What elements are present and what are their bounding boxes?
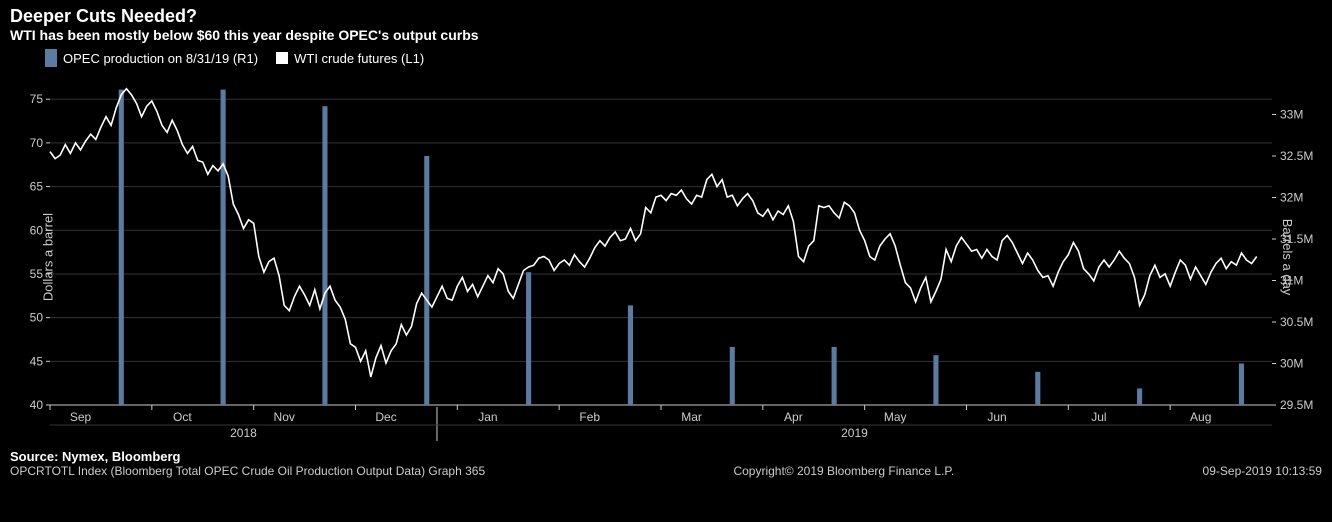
svg-text:32M: 32M: [1280, 191, 1303, 205]
bar-swatch-icon: [45, 49, 57, 67]
source-line: Source: Nymex, Bloomberg: [0, 447, 1332, 464]
svg-text:30.5M: 30.5M: [1280, 315, 1313, 329]
legend-line-label: WTI crude futures (L1): [294, 51, 424, 66]
svg-text:Mar: Mar: [681, 410, 702, 424]
chart-area: Dollars a barrel Barrels a day 404550556…: [10, 67, 1322, 447]
right-axis-label: Barrels a day: [1280, 219, 1295, 296]
legend-item-line: WTI crude futures (L1): [276, 51, 424, 66]
svg-text:40: 40: [30, 398, 44, 412]
svg-text:70: 70: [30, 136, 44, 150]
svg-text:29.5M: 29.5M: [1280, 398, 1313, 412]
footer-center: Copyright© 2019 Bloomberg Finance L.P.: [733, 464, 954, 478]
svg-text:33M: 33M: [1280, 108, 1303, 122]
svg-text:75: 75: [30, 92, 44, 106]
svg-text:65: 65: [30, 180, 44, 194]
svg-text:Jan: Jan: [478, 410, 497, 424]
svg-text:Feb: Feb: [579, 410, 600, 424]
chart-svg: 404550556065707529.5M30M30.5M31M31.5M32M…: [10, 67, 1322, 447]
legend-item-bar: OPEC production on 8/31/19 (R1): [45, 49, 258, 67]
footer-left: OPCRTOTL Index (Bloomberg Total OPEC Cru…: [10, 464, 485, 478]
svg-text:Oct: Oct: [173, 410, 192, 424]
legend: OPEC production on 8/31/19 (R1) WTI crud…: [0, 47, 1332, 67]
footer-right: 09-Sep-2019 10:13:59: [1203, 464, 1322, 478]
left-axis-label: Dollars a barrel: [41, 213, 56, 301]
legend-bar-label: OPEC production on 8/31/19 (R1): [63, 51, 258, 66]
svg-text:30M: 30M: [1280, 357, 1303, 371]
chart-subtitle: WTI has been mostly below $60 this year …: [0, 27, 1332, 47]
svg-text:32.5M: 32.5M: [1280, 149, 1313, 163]
svg-text:Apr: Apr: [784, 410, 803, 424]
svg-text:2019: 2019: [841, 426, 868, 440]
svg-text:2018: 2018: [230, 426, 257, 440]
svg-text:Sep: Sep: [70, 410, 92, 424]
svg-text:Jul: Jul: [1091, 410, 1106, 424]
svg-text:50: 50: [30, 311, 44, 325]
svg-text:May: May: [884, 410, 907, 424]
svg-text:Nov: Nov: [274, 410, 295, 424]
footer-row: OPCRTOTL Index (Bloomberg Total OPEC Cru…: [0, 464, 1332, 482]
svg-text:Aug: Aug: [1190, 410, 1211, 424]
svg-text:Jun: Jun: [987, 410, 1006, 424]
chart-title: Deeper Cuts Needed?: [0, 0, 1332, 27]
svg-text:45: 45: [30, 354, 44, 368]
line-swatch-icon: [276, 52, 288, 64]
svg-text:Dec: Dec: [375, 410, 396, 424]
